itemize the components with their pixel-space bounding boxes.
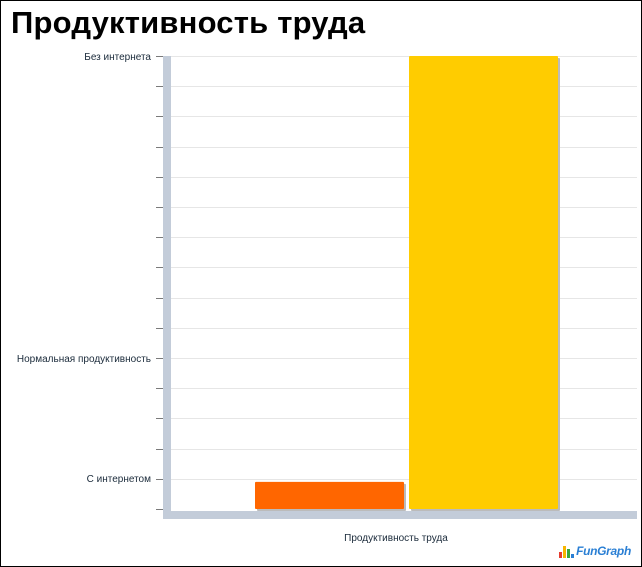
logo-text: FunGraph xyxy=(576,544,631,558)
fungraph-logo: FunGraph xyxy=(559,544,631,558)
x-axis-label: Продуктивность труда xyxy=(344,533,448,544)
axes xyxy=(156,56,637,519)
y-tick-label: Без интернета xyxy=(84,52,151,63)
bar-series-1 xyxy=(255,481,404,509)
tick-labels: С интернетом Нормальная продуктивность Без… xyxy=(17,52,448,544)
bars xyxy=(255,56,560,511)
chart-title: Продуктивность труда xyxy=(11,5,366,40)
y-axis xyxy=(163,56,171,519)
bar-series-2 xyxy=(409,56,558,509)
y-tick-label: Нормальная продуктивность xyxy=(17,354,151,365)
logo-bars-icon xyxy=(559,546,575,558)
gridlines xyxy=(171,56,637,480)
y-tick-label: С интернетом xyxy=(87,474,151,485)
x-axis xyxy=(171,511,637,519)
